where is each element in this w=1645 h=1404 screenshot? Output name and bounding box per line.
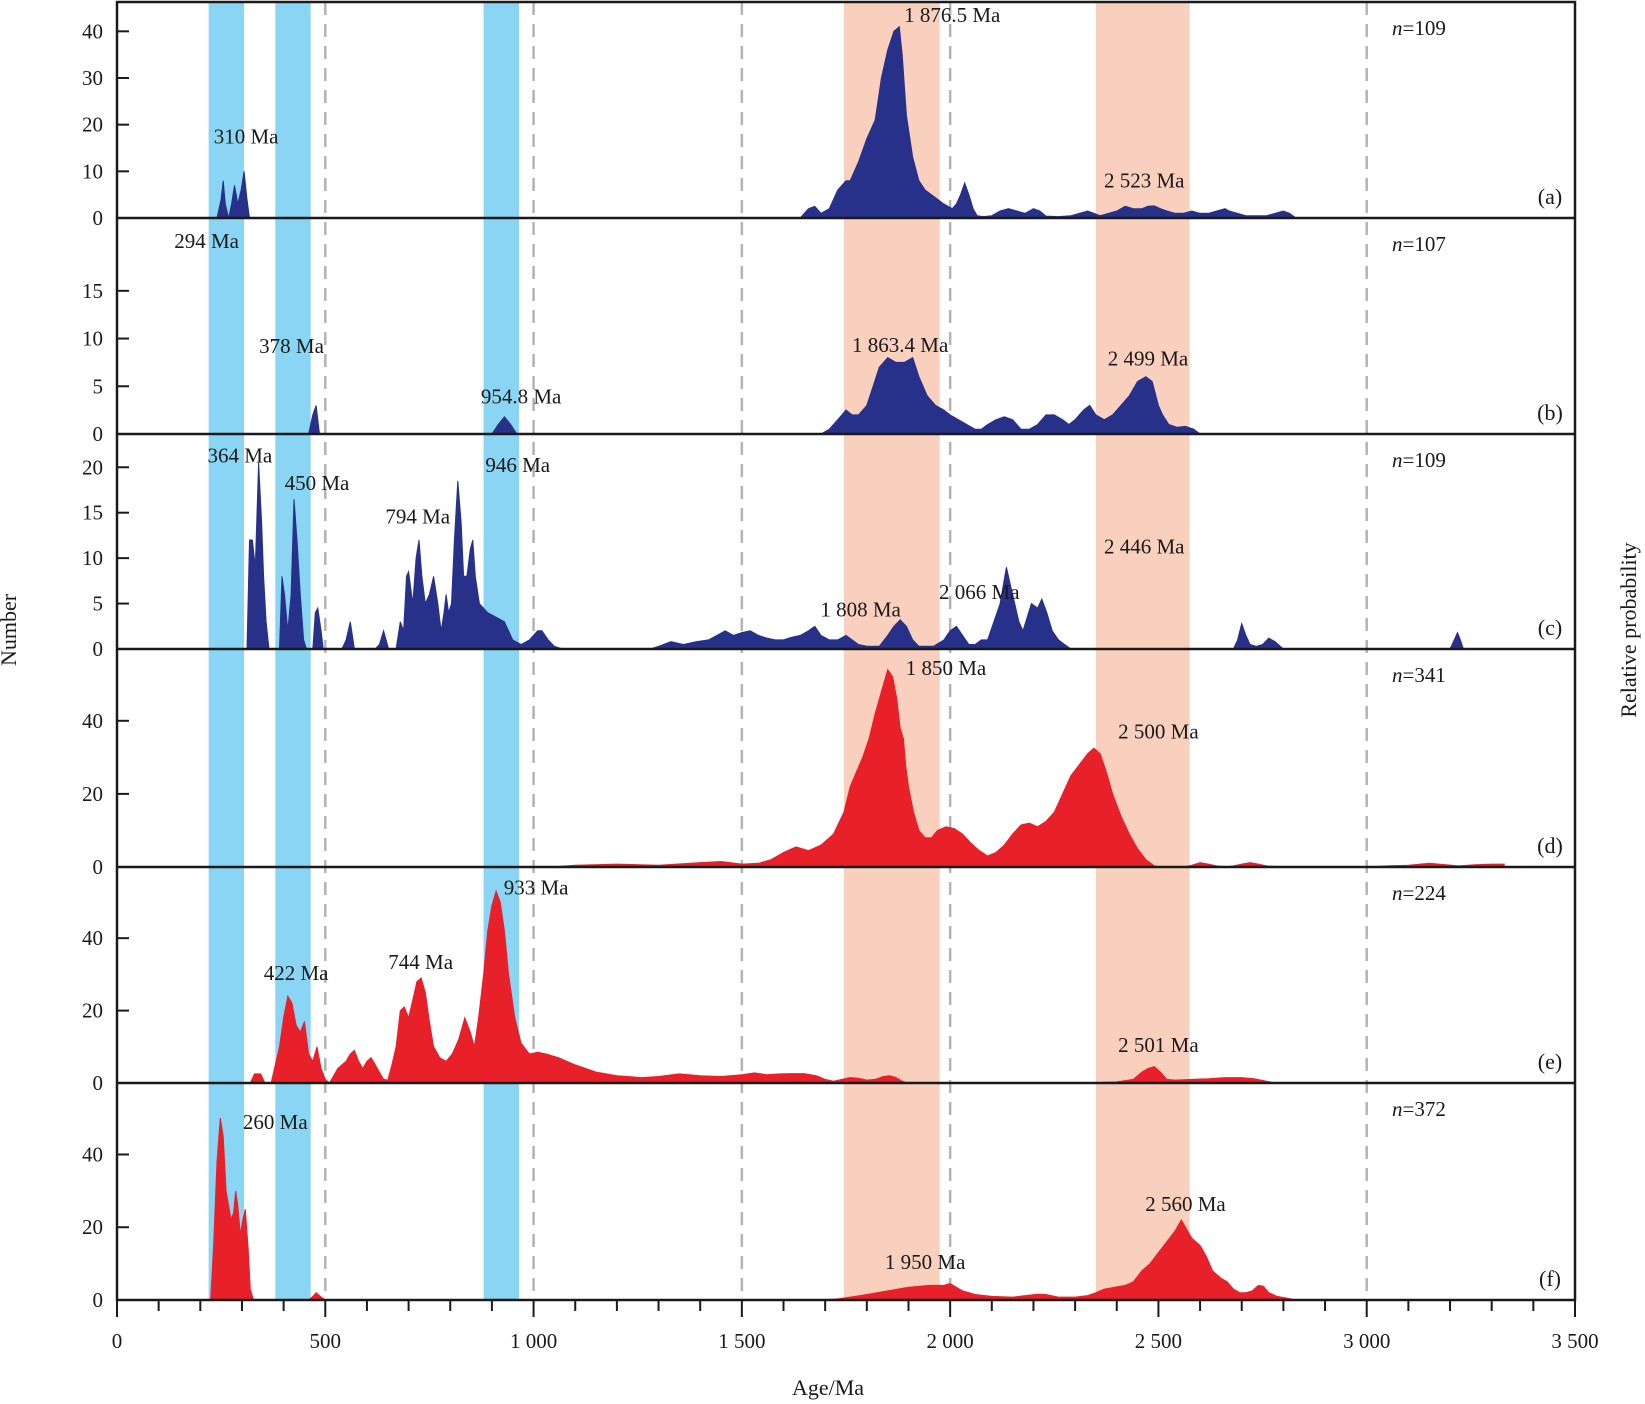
- n-label-a: n=109: [1392, 16, 1446, 40]
- x-axis: 0 500 1 000 1 500 2 000 2 500 3 000 3 500: [112, 1300, 1599, 1353]
- y-tick-label-b-10: 10: [82, 327, 103, 351]
- peak-label-c-9: 364 Ma: [208, 444, 273, 468]
- peak-label-b-8: 2 499 Ma: [1108, 346, 1189, 370]
- y-tick-label-e-40: 40: [82, 926, 103, 950]
- n-label-f: n=372: [1392, 1097, 1446, 1121]
- peak-label-c-12: 946 Ma: [485, 453, 550, 477]
- y-tick-label-d-40: 40: [82, 709, 103, 733]
- peak-label-a-1: 310 Ma: [214, 124, 279, 148]
- peak-label-a-2: 1 876.5 Ma: [904, 3, 1001, 27]
- x-tick-label-500: 500: [310, 1329, 342, 1353]
- y-tick-label-d-20: 20: [82, 782, 103, 806]
- blue-band-1: [208, 2, 245, 1300]
- panel-label-a: (a): [1538, 184, 1562, 209]
- curve-a: [216, 25, 1298, 219]
- peak-label-c-14: 2 066 Ma: [939, 580, 1020, 604]
- y-axes: 0 10 20 30 40 0 5 10 15 0 5 10 15 20 0 20 40 0 20 40 0 20 40: [82, 19, 129, 1312]
- y-tick-label-f-40: 40: [82, 1142, 103, 1166]
- y-axis-title-left: Number: [0, 593, 21, 666]
- panel-label-d: (d): [1537, 833, 1563, 858]
- n-label-d: n=341: [1392, 663, 1446, 687]
- blue-band-2: [275, 2, 311, 1300]
- peak-label-b-5: 378 Ma: [259, 334, 324, 358]
- peak-label-f-22: 260 Ma: [243, 1110, 308, 1134]
- x-axis-title: Age/Ma: [792, 1375, 864, 1400]
- panel-label-e: (e): [1538, 1049, 1562, 1074]
- panel-label-f: (f): [1539, 1266, 1561, 1291]
- curve-c: [246, 462, 1465, 650]
- peak-label-b-6: 954.8 Ma: [481, 384, 562, 408]
- peak-label-e-18: 933 Ma: [504, 876, 569, 900]
- peak-label-e-21: 2 501 Ma: [1118, 1033, 1199, 1057]
- peak-label-d-16: 1 850 Ma: [906, 656, 987, 680]
- peak-label-a-3: 2 523 Ma: [1104, 169, 1185, 193]
- peak-label-c-15: 2 446 Ma: [1104, 535, 1185, 559]
- panel-frames: [115, 0, 1577, 1302]
- y-tick-label-b-5: 5: [93, 374, 104, 398]
- y-tick-label-c-10: 10: [82, 546, 103, 570]
- panel-label-b: (b): [1537, 400, 1563, 425]
- annotations: n=109 (a) n=107 (b) n=109 (c) n=341 (d) n=224 (e)…: [174, 3, 1563, 1291]
- peak-label-b-7: 1 863.4 Ma: [852, 333, 949, 357]
- x-tick-label-0: 0: [112, 1329, 123, 1353]
- y-tick-label-a-0: 0: [93, 206, 104, 230]
- y-tick-label-c-20: 20: [82, 455, 103, 479]
- x-tick-label-2000: 2 000: [927, 1329, 974, 1353]
- curve-d: [550, 668, 1505, 868]
- y-tick-label-f-0: 0: [93, 1288, 104, 1312]
- y-tick-label-a-40: 40: [82, 19, 103, 43]
- peak-label-c-10: 450 Ma: [285, 471, 350, 495]
- y-tick-label-e-20: 20: [82, 999, 103, 1023]
- probability-curves: [210, 25, 1505, 1301]
- x-tick-label-1000: 1 000: [510, 1329, 557, 1353]
- x-tick-label-1500: 1 500: [718, 1329, 765, 1353]
- y-tick-label-a-30: 30: [82, 66, 103, 90]
- plot-frame: [115, 0, 1577, 1302]
- y-axis-title-right: Relative probability: [1616, 542, 1641, 717]
- y-tick-label-e-0: 0: [93, 1071, 104, 1095]
- n-label-c: n=109: [1392, 448, 1446, 472]
- orange-band-2: [1095, 2, 1190, 1300]
- y-tick-label-c-15: 15: [82, 501, 103, 525]
- peak-label-e-19: 744 Ma: [388, 950, 453, 974]
- x-tick-label-3500: 3 500: [1551, 1329, 1598, 1353]
- y-tick-label-b-0: 0: [93, 422, 104, 446]
- peak-label-d-17: 2 500 Ma: [1118, 719, 1199, 743]
- age-bands: [208, 2, 1190, 1300]
- n-label-e: n=224: [1392, 881, 1446, 905]
- peak-label-c-11: 794 Ma: [385, 505, 450, 529]
- y-tick-label-a-10: 10: [82, 159, 103, 183]
- y-tick-label-c-5: 5: [93, 592, 104, 616]
- curve-b: [307, 356, 1202, 435]
- blue-band-3: [483, 2, 519, 1300]
- peak-label-e-20: 422 Ma: [264, 961, 329, 985]
- y-tick-label-a-20: 20: [82, 113, 103, 137]
- peak-label-b-4: 294 Ma: [174, 229, 239, 253]
- peak-label-c-13: 1 808 Ma: [820, 597, 901, 621]
- x-tick-label-3000: 3 000: [1343, 1329, 1390, 1353]
- y-tick-label-f-20: 20: [82, 1215, 103, 1239]
- peak-label-f-23: 2 560 Ma: [1145, 1192, 1226, 1216]
- x-tick-label-2500: 2 500: [1135, 1329, 1182, 1353]
- panel-label-c: (c): [1538, 615, 1562, 640]
- y-tick-label-b-15: 15: [82, 279, 103, 303]
- peak-label-f-24: 1 950 Ma: [885, 1250, 966, 1274]
- y-tick-label-c-0: 0: [93, 637, 104, 661]
- n-label-b: n=107: [1392, 232, 1446, 256]
- y-tick-label-d-0: 0: [93, 855, 104, 879]
